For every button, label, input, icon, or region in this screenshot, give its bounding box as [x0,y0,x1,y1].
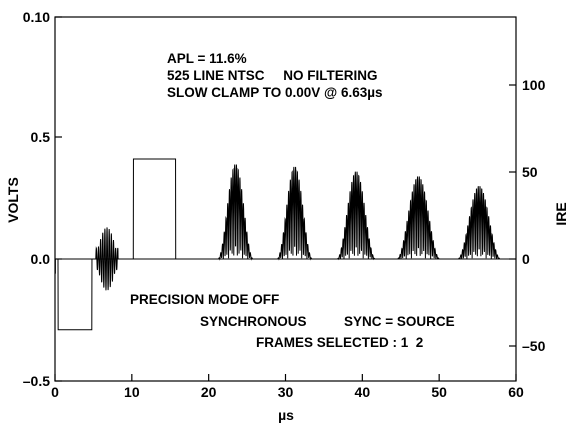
x-tick-label: 10 [124,384,140,400]
waveform-line [54,158,516,331]
y-tick-label: 0.10 [23,9,50,25]
annotation-sync: SYNCHRONOUS SYNC = SOURCE [200,314,455,329]
annotation-clamp: SLOW CLAMP TO 0.00V @ 6.63µs [167,85,383,100]
x-axis-ticks: 0 10 20 30 40 50 60 [51,374,524,400]
annotation-precision-mode: PRECISION MODE OFF [130,292,279,307]
y2-tick-label: 100 [522,77,546,93]
y2-tick-label: 50 [522,164,538,180]
x-tick-label: 40 [355,384,371,400]
y-tick-label: 0.0 [31,251,51,267]
annotation-line-standard: 525 LINE NTSC NO FILTERING [167,68,378,83]
x-tick-label: 50 [431,384,447,400]
annotation-apl: APL = 11.6% [167,51,247,66]
y-tick-label: 0.5 [31,129,51,145]
x-tick-label: 30 [278,384,294,400]
x-tick-label: 0 [51,384,59,400]
y2-axis-ticks: –50 0 50 100 [509,77,546,354]
annotation-frames: FRAMES SELECTED : 1 2 [256,335,423,350]
y-axis-ticks: –0.5 0.0 0.5 0.10 [23,9,62,389]
y2-axis-title: IRE [553,202,569,225]
y-tick-label: –0.5 [23,373,50,389]
x-tick-label: 20 [201,384,217,400]
y-axis-title: VOLTS [5,177,21,223]
y2-tick-label: 0 [522,251,530,267]
y2-tick-label: –50 [522,338,546,354]
waveform-series [54,158,516,331]
x-tick-label: 60 [508,384,524,400]
x-axis-title: µs [278,407,294,423]
